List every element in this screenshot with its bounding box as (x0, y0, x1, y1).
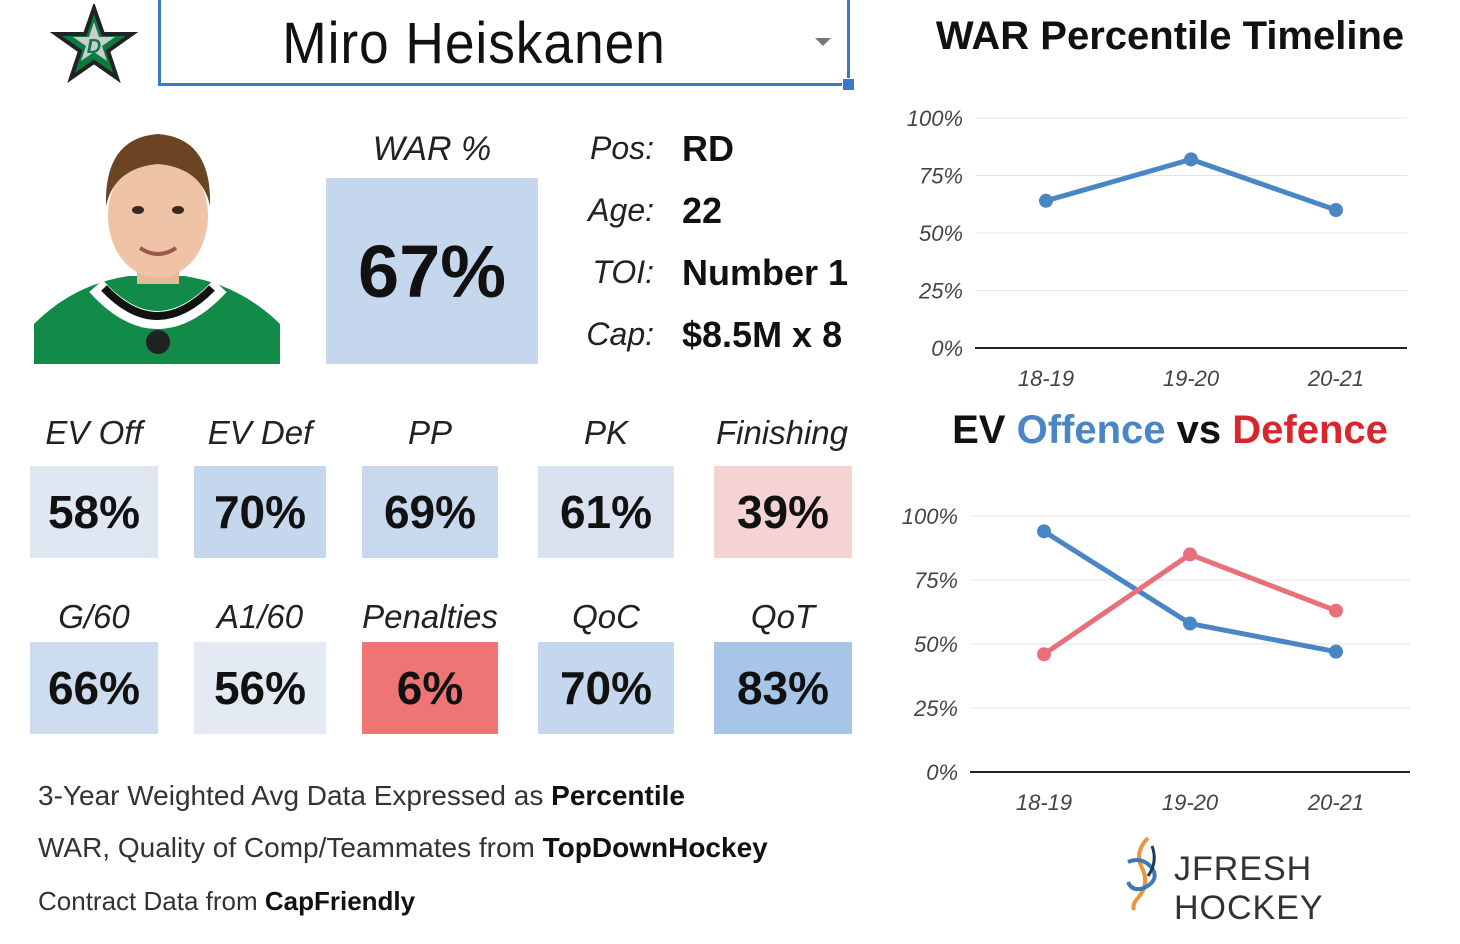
team-logo-icon: D (49, 4, 139, 84)
footer-note-3: Contract Data from CapFriendly (38, 886, 415, 917)
chart2-title-part-2: vs (1165, 408, 1233, 452)
toi-label: TOI: (592, 254, 654, 290)
chart2-y-tick-label: 0% (926, 760, 958, 785)
chart2-point-defence (1183, 547, 1197, 562)
qot-label: QoT (750, 598, 816, 635)
qoc-value: 70% (538, 642, 674, 734)
chart2-point-offence (1037, 524, 1051, 539)
chart2-point-defence (1037, 647, 1051, 662)
chart1-x-tick-label: 20-21 (1307, 366, 1364, 391)
toi-value: Number 1 (682, 252, 849, 293)
ev-off-label: EV Off (45, 414, 143, 451)
chart2-point-offence (1329, 644, 1343, 659)
cap-value: $8.5M x 8 (682, 314, 843, 355)
chart1-x-tick-label: 18-19 (1018, 366, 1074, 391)
chart1-title: WAR Percentile Timeline (935, 14, 1405, 58)
chart2-point-defence (1329, 603, 1343, 618)
chart1-x-tick-label: 19-20 (1163, 366, 1220, 391)
player-photo (34, 124, 280, 364)
footer-note-1-text: 3-Year Weighted Avg Data Expressed as (38, 780, 552, 811)
war-value: 67% (326, 178, 538, 364)
jfresh-logo-icon (1126, 836, 1157, 911)
chart2-y-tick-label: 50% (914, 632, 958, 657)
chart1-point-war (1184, 152, 1198, 167)
ev-off-value: 58% (30, 466, 158, 558)
pos-value: RD (682, 128, 734, 169)
ev-def-label: EV Def (207, 414, 313, 451)
brand-text: JFRESH HOCKEY (1174, 850, 1324, 927)
finishing-value: 39% (714, 466, 852, 558)
footer-note-2-bold: TopDownHockey (542, 832, 768, 863)
footer-note-1-bold: Percentile (551, 780, 685, 811)
chart2-title: EV Offence vs Defence (900, 408, 1440, 453)
chart1-point-war (1039, 193, 1053, 208)
chart2-x-tick-label: 20-21 (1307, 790, 1364, 815)
footer-note-1: 3-Year Weighted Avg Data Expressed as Pe… (38, 780, 685, 812)
age-label: Age: (588, 192, 654, 228)
footer-note-2-text: WAR, Quality of Comp/Teammates from (38, 832, 543, 863)
chart2-title-part-1: Offence (1016, 408, 1166, 452)
ev-def-value: 70% (194, 466, 326, 558)
chevron-down-icon[interactable] (815, 38, 831, 46)
player-select-dropdown[interactable]: Miro Heiskanen (158, 0, 855, 91)
pp-label: PP (407, 414, 453, 451)
chart2-x-tick-label: 19-20 (1162, 790, 1219, 815)
footer-note-3-bold: CapFriendly (264, 886, 416, 916)
war-label: WAR % (372, 130, 492, 168)
pp-value: 69% (362, 466, 498, 558)
g60-value: 66% (30, 642, 158, 734)
qoc-label: QoC (572, 598, 640, 635)
chart1-y-tick-label: 75% (919, 164, 963, 189)
a160-value: 56% (194, 642, 326, 734)
footer-note-2: WAR, Quality of Comp/Teammates from TopD… (38, 832, 768, 864)
penalties-label: Penalties (362, 598, 498, 635)
chart1-y-tick-label: 100% (907, 106, 963, 131)
brand-logo: JFRESH HOCKEY (1118, 832, 1438, 927)
g60-label: G/60 (58, 598, 130, 635)
cap-label: Cap: (586, 316, 654, 352)
chart2-title-part-3: Defence (1232, 408, 1388, 452)
pk-value: 61% (538, 466, 674, 558)
a160-label: A1/60 (216, 598, 304, 635)
chart1-y-tick-label: 25% (918, 279, 963, 304)
chart1-point-war (1329, 203, 1343, 217)
chart1-y-tick-label: 0% (931, 336, 963, 361)
chart1-series-line-war (1045, 156, 1337, 213)
chart2-y-tick-label: 100% (902, 504, 958, 529)
war-timeline-chart: 0% 25% 50% 75% 100% 18-19 19-20 20-21 (907, 106, 1407, 391)
player-name: Miro Heiskanen (282, 11, 666, 76)
pk-label: PK (583, 414, 629, 451)
chart2-title-part-0: EV (952, 408, 1017, 452)
footer-note-3-text: Contract Data from (38, 886, 265, 916)
svg-text:D: D (87, 36, 101, 58)
pos-label: Pos: (589, 130, 654, 166)
chart2-y-tick-label: 75% (914, 568, 958, 593)
finishing-label: Finishing (715, 414, 849, 451)
age-value: 22 (682, 190, 723, 231)
ev-offence-defence-chart: 0% 25% 50% 75% 100% 18-19 19-20 20-21 (902, 504, 1410, 815)
penalties-value: 6% (362, 642, 498, 734)
chart1-y-tick-label: 50% (919, 221, 963, 246)
cell-fill-handle[interactable] (842, 78, 855, 91)
chart2-x-tick-label: 18-19 (1016, 790, 1072, 815)
chart2-point-offence (1183, 616, 1197, 631)
chart2-y-tick-label: 25% (913, 696, 958, 721)
chart2-series-line-defence (1042, 551, 1337, 657)
qot-value: 83% (714, 642, 852, 734)
